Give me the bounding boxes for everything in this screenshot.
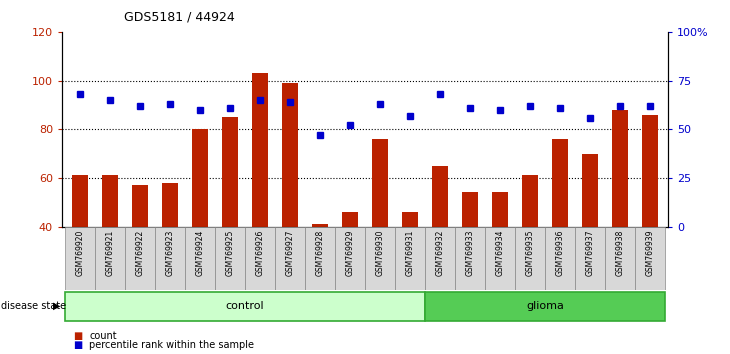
Bar xyxy=(245,227,275,290)
Bar xyxy=(312,224,328,227)
Text: GSM769924: GSM769924 xyxy=(196,230,204,276)
Text: ■: ■ xyxy=(73,331,82,341)
Text: GSM769930: GSM769930 xyxy=(375,230,385,276)
Text: GSM769928: GSM769928 xyxy=(315,230,325,276)
Text: GSM769935: GSM769935 xyxy=(526,230,534,276)
Bar xyxy=(215,227,245,290)
Text: GSM769921: GSM769921 xyxy=(106,230,115,276)
Bar xyxy=(515,227,545,290)
Bar xyxy=(485,227,515,290)
Bar xyxy=(395,227,425,290)
Text: disease state: disease state xyxy=(1,301,66,311)
Text: glioma: glioma xyxy=(526,301,564,311)
Text: GSM769923: GSM769923 xyxy=(166,230,174,276)
Bar xyxy=(282,83,299,227)
Bar xyxy=(222,117,238,227)
Text: control: control xyxy=(226,301,264,311)
Text: GSM769937: GSM769937 xyxy=(585,230,594,276)
Text: GSM769929: GSM769929 xyxy=(345,230,355,276)
Bar xyxy=(575,227,605,290)
Text: GSM769933: GSM769933 xyxy=(466,230,474,276)
Text: GSM769931: GSM769931 xyxy=(405,230,415,276)
Text: GSM769920: GSM769920 xyxy=(75,230,85,276)
Bar xyxy=(192,129,208,227)
Bar xyxy=(185,227,215,290)
Bar xyxy=(635,227,665,290)
Bar xyxy=(642,115,658,227)
Bar xyxy=(65,227,95,290)
Bar xyxy=(492,193,508,227)
Text: ▶: ▶ xyxy=(53,301,61,311)
Bar xyxy=(125,227,155,290)
Bar xyxy=(372,139,388,227)
Bar xyxy=(72,176,88,227)
Text: count: count xyxy=(89,331,117,341)
Bar xyxy=(425,227,455,290)
Text: percentile rank within the sample: percentile rank within the sample xyxy=(89,340,254,350)
Text: GSM769934: GSM769934 xyxy=(496,230,504,276)
Bar xyxy=(552,139,568,227)
Bar xyxy=(342,212,358,227)
Text: GSM769927: GSM769927 xyxy=(285,230,294,276)
Text: GSM769938: GSM769938 xyxy=(615,230,624,276)
Text: GSM769922: GSM769922 xyxy=(136,230,145,276)
Bar xyxy=(365,227,395,290)
Bar xyxy=(305,227,335,290)
Text: GSM769932: GSM769932 xyxy=(436,230,445,276)
Bar xyxy=(155,227,185,290)
Bar xyxy=(612,110,629,227)
Bar xyxy=(545,227,575,290)
Bar xyxy=(431,166,448,227)
Text: GDS5181 / 44924: GDS5181 / 44924 xyxy=(124,11,235,24)
Bar xyxy=(605,227,635,290)
Bar xyxy=(402,212,418,227)
Bar xyxy=(335,227,365,290)
Text: GSM769925: GSM769925 xyxy=(226,230,234,276)
Bar xyxy=(522,176,538,227)
Bar xyxy=(455,227,485,290)
Bar xyxy=(132,185,148,227)
Bar xyxy=(101,176,118,227)
Text: GSM769936: GSM769936 xyxy=(556,230,564,276)
Text: ■: ■ xyxy=(73,340,82,350)
Bar xyxy=(252,73,268,227)
Bar xyxy=(582,154,598,227)
Bar xyxy=(425,292,665,321)
Bar xyxy=(65,292,425,321)
Bar xyxy=(162,183,178,227)
Text: GSM769939: GSM769939 xyxy=(645,230,655,276)
Bar xyxy=(462,193,478,227)
Text: GSM769926: GSM769926 xyxy=(255,230,264,276)
Bar xyxy=(275,227,305,290)
Bar xyxy=(95,227,125,290)
